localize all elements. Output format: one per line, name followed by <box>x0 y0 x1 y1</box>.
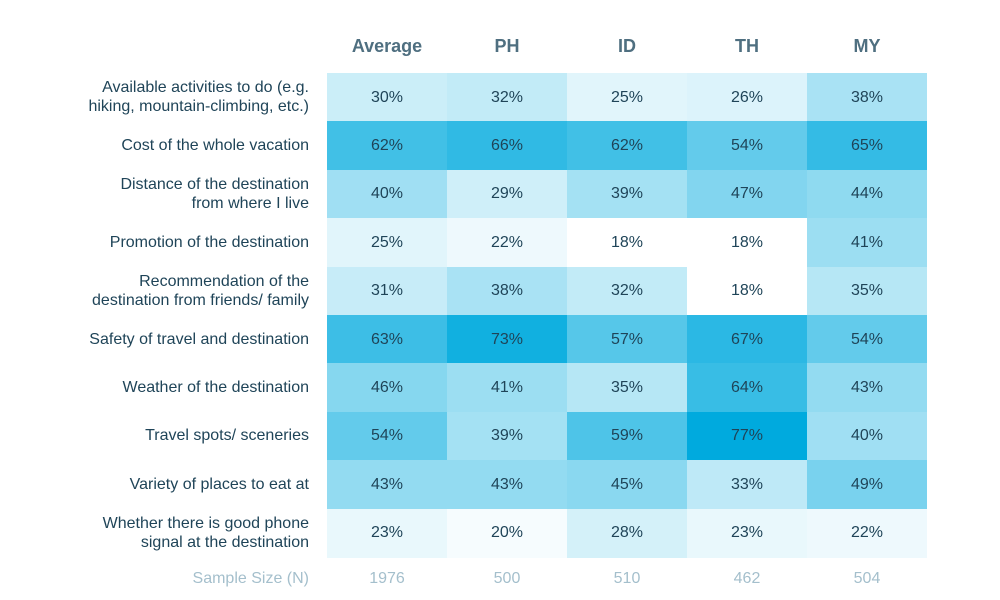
row-label: Travel spots/ sceneries <box>20 412 309 460</box>
sample-size-value: 1976 <box>369 570 405 587</box>
heatmap-cell: 33% <box>687 460 807 510</box>
heatmap-cell: 44% <box>807 169 927 219</box>
heatmap-cell: 64% <box>687 363 807 413</box>
row-label: Variety of places to eat at <box>20 460 309 508</box>
heatmap-cell: 38% <box>807 73 927 122</box>
heatmap-cell: 29% <box>447 169 567 219</box>
heatmap-cell: 54% <box>807 315 927 364</box>
heatmap-cell: 18% <box>687 266 807 316</box>
sample-size-label: Sample Size (N) <box>192 570 309 587</box>
heatmap-cell: 20% <box>447 508 567 558</box>
heatmap-cell: 43% <box>807 363 927 413</box>
heatmap-cell: 57% <box>567 315 687 364</box>
heatmap-cell: 38% <box>447 266 567 316</box>
heatmap-cell: 59% <box>567 411 687 461</box>
heatmap-cell: 23% <box>687 508 807 558</box>
row-label: Cost of the whole vacation <box>20 121 309 169</box>
heatmap-cell: 41% <box>807 218 927 268</box>
row-label: Whether there is good phone signal at th… <box>20 509 309 557</box>
row-label: Recommendation of the destination from f… <box>20 267 309 315</box>
heatmap-cell: 35% <box>807 266 927 316</box>
heatmap-cell: 30% <box>327 73 447 122</box>
row-label-text: Weather of the destination <box>122 379 310 397</box>
heatmap-cell: 40% <box>327 169 447 219</box>
heatmap-cell: 45% <box>567 460 687 510</box>
column-header: MY <box>853 36 881 56</box>
heatmap-cell: 18% <box>687 218 807 268</box>
sample-size-value: 462 <box>733 570 761 587</box>
heatmap-cell: 41% <box>447 363 567 413</box>
heatmap-cell: 43% <box>447 460 567 510</box>
heatmap-cell: 35% <box>567 363 687 413</box>
heatmap-cell: 62% <box>327 121 447 171</box>
heatmap-cell: 39% <box>447 411 567 461</box>
heatmap-cell: 18% <box>567 218 687 268</box>
heatmap-cell: 54% <box>327 411 447 461</box>
row-label-text: Whether there is good phone signal at th… <box>102 514 309 551</box>
row-label-text: Distance of the destination from where I… <box>120 175 309 212</box>
column-header: PH <box>494 36 520 56</box>
heatmap-cell: 39% <box>567 169 687 219</box>
heatmap-cell: 28% <box>567 508 687 558</box>
heatmap-cell: 66% <box>447 121 567 171</box>
heatmap-cell: 73% <box>447 315 567 364</box>
row-label: Weather of the destination <box>20 363 310 411</box>
heatmap-cell: 32% <box>447 73 567 122</box>
heatmap-cell: 31% <box>327 266 447 316</box>
row-label-text: Cost of the whole vacation <box>121 137 309 155</box>
row-label-text: Available activities to do (e.g. hiking,… <box>88 79 309 116</box>
heatmap-cell: 22% <box>807 508 927 558</box>
heatmap-cell: 77% <box>687 411 807 461</box>
chart-title-clipped <box>560 0 860 6</box>
row-label-text: Variety of places to eat at <box>129 475 309 493</box>
row-label-text: Promotion of the destination <box>109 233 309 251</box>
heatmap-cell: 26% <box>687 73 807 122</box>
column-header: Average <box>351 36 423 56</box>
heatmap-cell: 43% <box>327 460 447 510</box>
heatmap-cell: 54% <box>687 121 807 171</box>
row-label: Distance of the destination from where I… <box>20 170 309 218</box>
heatmap-cell: 62% <box>567 121 687 171</box>
sample-size-value: 510 <box>613 570 641 587</box>
heatmap-cell: 23% <box>327 508 447 558</box>
row-label-text: Safety of travel and destination <box>89 330 309 348</box>
sample-size-value: 504 <box>853 570 881 587</box>
heatmap-cell: 49% <box>807 460 927 510</box>
row-label-text: Recommendation of the destination from f… <box>92 272 309 309</box>
heatmap-cell: 46% <box>327 363 447 413</box>
column-header: ID <box>618 36 636 56</box>
heatmap-cell: 47% <box>687 169 807 219</box>
sample-size-value: 500 <box>493 570 521 587</box>
heatmap-cell: 65% <box>807 121 927 171</box>
row-label-text: Travel spots/ sceneries <box>145 427 309 445</box>
heatmap-cell: 22% <box>447 218 567 268</box>
heatmap-cell: 67% <box>687 315 807 364</box>
row-label: Safety of travel and destination <box>20 315 309 363</box>
heatmap-cell: 25% <box>327 218 447 268</box>
heatmap-cell: 40% <box>807 411 927 461</box>
heatmap-cell: 25% <box>567 73 687 122</box>
column-header: TH <box>735 36 759 56</box>
row-label: Available activities to do (e.g. hiking,… <box>20 73 309 121</box>
heatmap-cell: 32% <box>567 266 687 316</box>
heatmap-cell: 63% <box>327 315 447 364</box>
row-label: Promotion of the destination <box>20 218 309 266</box>
